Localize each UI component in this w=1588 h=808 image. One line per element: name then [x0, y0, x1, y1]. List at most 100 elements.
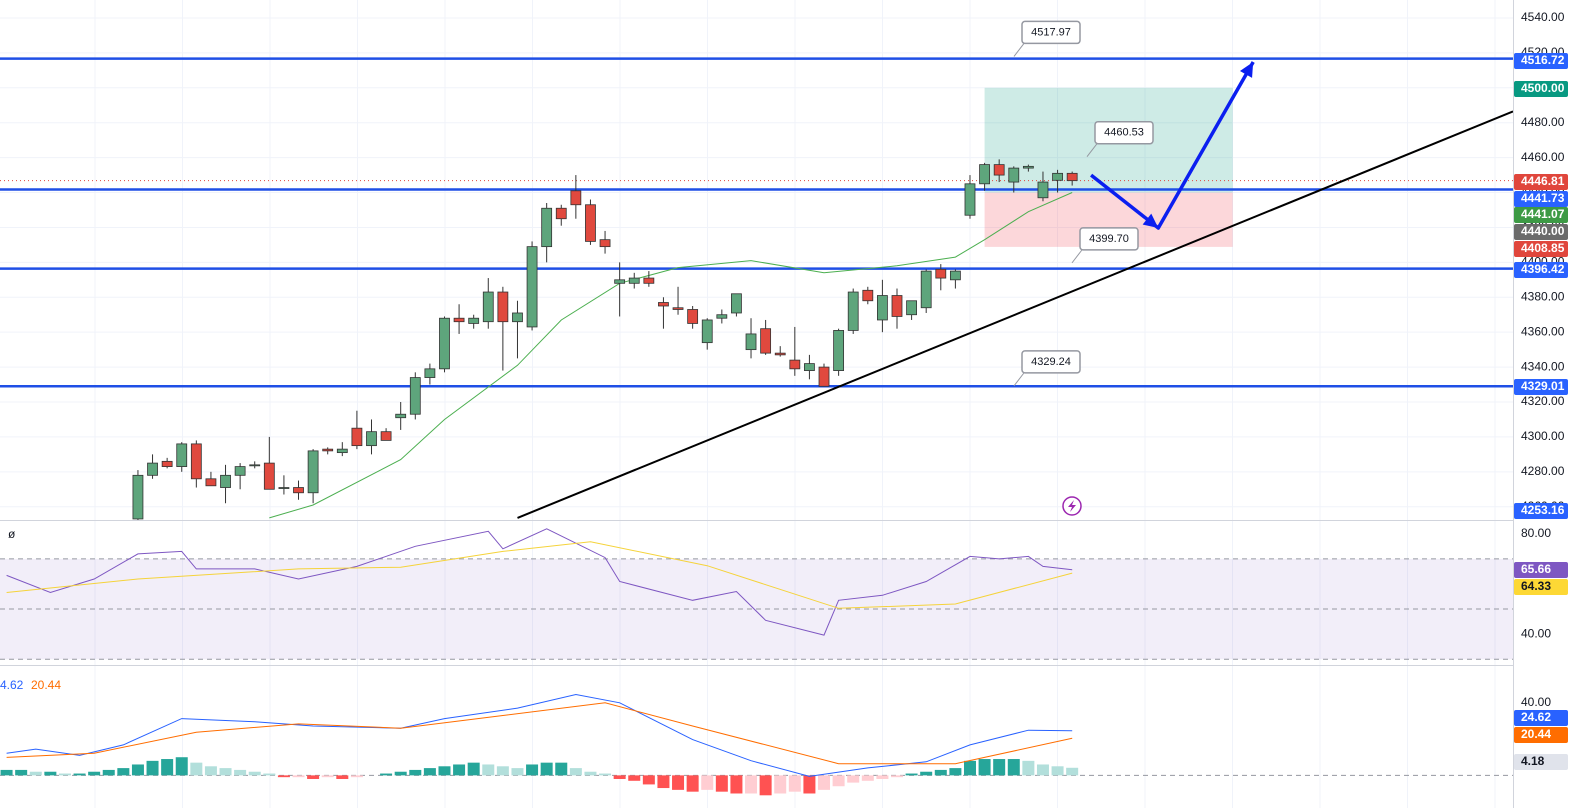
callout-label: 4399.70 [1089, 233, 1129, 245]
candle-body [161, 460, 173, 467]
candle-body [920, 270, 932, 309]
candle-body [687, 309, 699, 324]
histogram-bar [569, 768, 582, 776]
candle-body [862, 289, 874, 302]
candle-body [847, 291, 859, 331]
candle-body [949, 270, 961, 281]
histogram-bar [759, 775, 772, 796]
histogram-bar [482, 764, 495, 776]
alert-icon[interactable] [1062, 496, 1082, 516]
candle-body [833, 330, 845, 371]
price-tag-label: 4441.07 [1521, 207, 1565, 221]
candle-body [147, 462, 158, 476]
candle-body [570, 190, 582, 206]
price-tag [1514, 53, 1568, 69]
histogram-bar [277, 775, 290, 778]
histogram-bar [380, 773, 393, 776]
candle-body [293, 487, 304, 494]
price-tag [1514, 174, 1568, 190]
candle-body [366, 431, 377, 447]
moving-average [269, 192, 1073, 519]
price-tag-label: 4440.00 [1521, 224, 1565, 238]
candle-body [731, 293, 742, 314]
histogram-bar [117, 768, 130, 776]
histogram-bar [949, 768, 962, 776]
histogram-bar [730, 775, 743, 794]
candle-body [1008, 167, 1020, 183]
candle-body [176, 443, 188, 467]
histogram-bar [1007, 759, 1020, 776]
histogram-bar [307, 775, 320, 779]
histogram-bar [832, 775, 845, 787]
candle-body [789, 359, 801, 370]
legend-text: 20.44 [31, 678, 61, 692]
price-tag [1514, 710, 1568, 726]
histogram-bar [350, 775, 363, 778]
histogram-bar [73, 773, 86, 776]
callout-label: 4329.24 [1031, 356, 1071, 368]
price-tag [1514, 562, 1568, 578]
histogram-bar [847, 775, 860, 783]
y-tick-label: 4380.00 [1521, 289, 1565, 303]
histogram-bar [234, 769, 247, 776]
histogram-bar [15, 769, 28, 776]
histogram-bar [0, 769, 13, 776]
candle-body [964, 183, 976, 216]
trendline [517, 110, 1513, 519]
histogram-bar [336, 775, 349, 779]
price-tag [1514, 579, 1568, 595]
price-axis: 4260.004280.004300.004320.004340.004360.… [1514, 10, 1568, 770]
indicator-line [6, 528, 1073, 636]
y-tick-label: 4280.00 [1521, 464, 1565, 478]
candle-body [701, 319, 713, 344]
price-tag-label: 4441.73 [1521, 191, 1565, 205]
candle-body [132, 474, 144, 520]
candle-body [1022, 165, 1034, 169]
price-tag [1514, 241, 1568, 257]
histogram-bar [905, 773, 918, 776]
candle-body [249, 464, 261, 467]
callout-label: 4460.53 [1104, 127, 1144, 139]
histogram-bar [321, 775, 334, 778]
price-tag-label: 64.33 [1521, 579, 1551, 593]
y-tick-label: 40.00 [1521, 626, 1551, 640]
histogram-bar [1066, 767, 1079, 776]
panel: 4517.97 4460.53 4399.70 4329.24 [0, 20, 1513, 520]
histogram-bar [774, 775, 787, 794]
histogram-bar [920, 771, 933, 776]
histogram-bar [292, 775, 305, 778]
y-tick-label: 4360.00 [1521, 324, 1565, 338]
histogram-bar [818, 775, 831, 790]
candle-body [891, 295, 903, 317]
candle-body [628, 277, 640, 284]
candle-body [205, 478, 217, 487]
price-tag-label: 4446.81 [1521, 174, 1565, 188]
candle-body [190, 443, 202, 480]
histogram-bar [672, 775, 685, 790]
candle-body [526, 246, 538, 328]
candle-body [263, 462, 275, 490]
candle-body [482, 291, 494, 323]
callout-box [1021, 350, 1081, 374]
histogram-bar [409, 769, 422, 776]
candle-body [774, 352, 786, 356]
price-tag-label: 4408.85 [1521, 241, 1565, 255]
callout-pointer [1013, 372, 1025, 387]
indicator-line [6, 693, 1073, 777]
price-tag-label: 4.18 [1521, 754, 1545, 768]
histogram-bar [423, 768, 436, 776]
price-tag-label: 24.62 [1521, 710, 1551, 724]
y-tick-label: 4340.00 [1521, 359, 1565, 373]
candle-body [453, 317, 465, 323]
price-tag-label: 65.66 [1521, 562, 1551, 576]
histogram-bar [657, 775, 670, 789]
histogram-bar [890, 775, 903, 778]
y-tick-label: 80.00 [1521, 526, 1551, 540]
candle-body [979, 164, 990, 185]
histogram-bar [1036, 764, 1049, 776]
y-tick-label: 4300.00 [1521, 429, 1565, 443]
candle-body [614, 279, 626, 284]
histogram-bar [146, 760, 159, 776]
price-tag-label: 4253.16 [1521, 503, 1565, 517]
callout-box [1021, 20, 1081, 45]
